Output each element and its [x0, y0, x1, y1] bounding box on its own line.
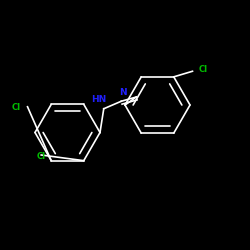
Text: Cl: Cl	[36, 152, 46, 161]
Text: HN: HN	[92, 95, 107, 104]
Text: Cl: Cl	[12, 103, 21, 112]
Text: Cl: Cl	[199, 66, 208, 74]
Text: N: N	[119, 88, 126, 97]
